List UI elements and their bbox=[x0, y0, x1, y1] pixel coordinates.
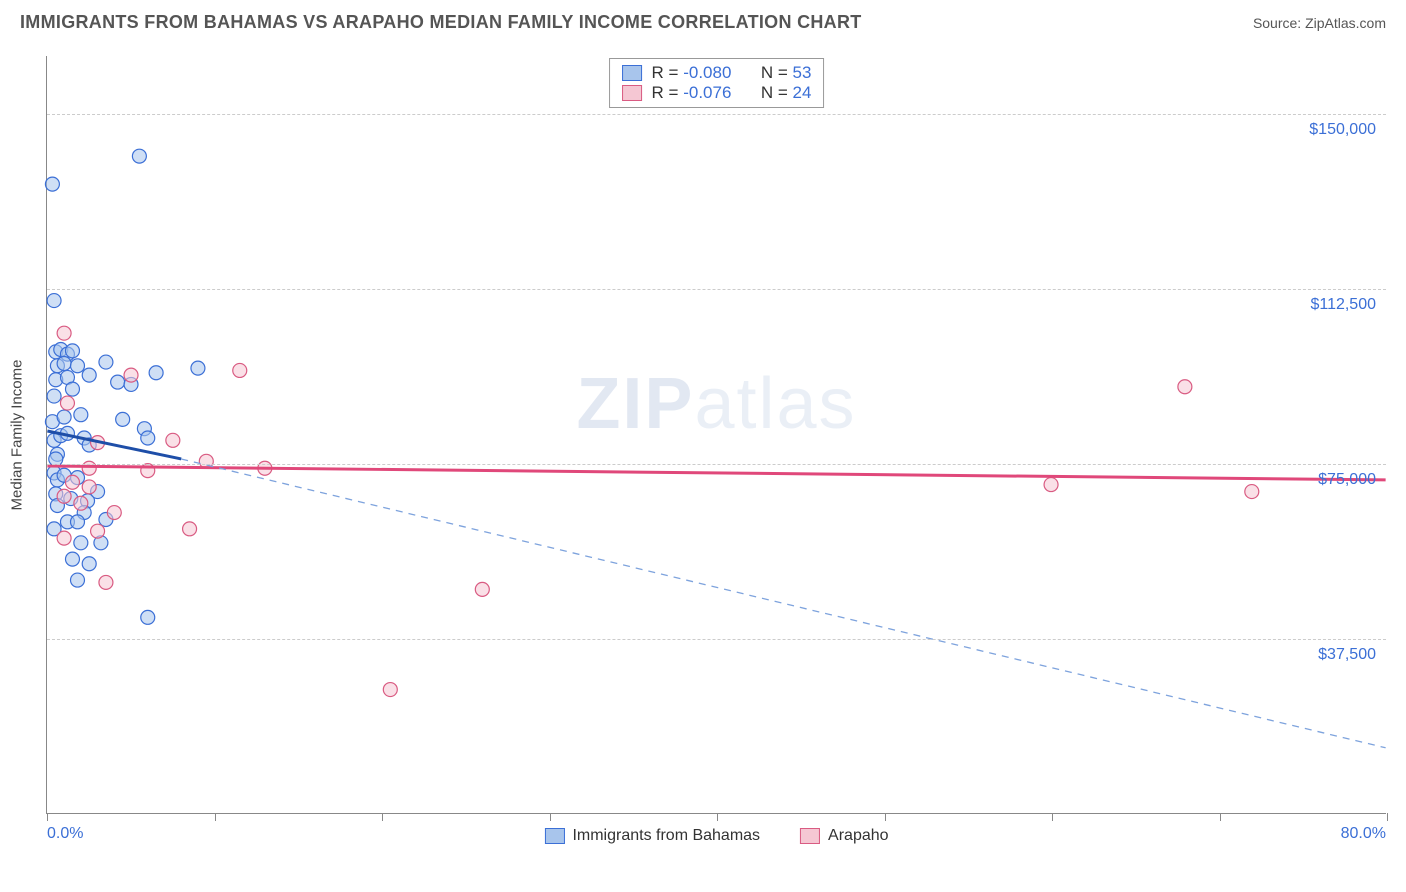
x-tick bbox=[215, 813, 216, 821]
series-name: Immigrants from Bahamas bbox=[572, 827, 760, 845]
series-legend-item: Arapaho bbox=[800, 827, 889, 845]
legend-swatch bbox=[800, 828, 820, 844]
correlation-legend: R = -0.080 N = 53R = -0.076 N = 24 bbox=[609, 58, 825, 108]
source-value: ZipAtlas.com bbox=[1305, 15, 1386, 31]
series-name: Arapaho bbox=[828, 827, 889, 845]
legend-swatch bbox=[622, 85, 642, 101]
gridline bbox=[47, 114, 1386, 115]
series-legend: Immigrants from Bahamas Arapaho bbox=[544, 827, 888, 845]
y-tick-label: $150,000 bbox=[1309, 121, 1376, 139]
gridline bbox=[47, 289, 1386, 290]
y-tick-label: $112,500 bbox=[1310, 296, 1376, 314]
x-tick bbox=[1387, 813, 1388, 821]
legend-row: R = -0.076 N = 24 bbox=[622, 83, 812, 103]
legend-swatch bbox=[622, 65, 642, 81]
y-tick-label: $37,500 bbox=[1318, 646, 1376, 664]
source: Source: ZipAtlas.com bbox=[1253, 15, 1386, 31]
x-tick bbox=[885, 813, 886, 821]
y-axis-label: Median Family Income bbox=[9, 359, 26, 510]
y-tick-label: $75,000 bbox=[1318, 471, 1376, 489]
x-tick bbox=[47, 813, 48, 821]
legend-row: R = -0.080 N = 53 bbox=[622, 63, 812, 83]
chart-title: IMMIGRANTS FROM BAHAMAS VS ARAPAHO MEDIA… bbox=[20, 12, 862, 33]
x-axis-max-label: 80.0% bbox=[1341, 825, 1386, 843]
x-tick bbox=[382, 813, 383, 821]
x-axis-min-label: 0.0% bbox=[47, 825, 83, 843]
x-tick bbox=[717, 813, 718, 821]
gridline bbox=[47, 464, 1386, 465]
gridline bbox=[47, 639, 1386, 640]
legend-n: N = 24 bbox=[761, 83, 812, 103]
x-tick bbox=[550, 813, 551, 821]
series-legend-item: Immigrants from Bahamas bbox=[544, 827, 760, 845]
header: IMMIGRANTS FROM BAHAMAS VS ARAPAHO MEDIA… bbox=[0, 0, 1406, 41]
scatter-plot bbox=[47, 56, 1386, 813]
legend-r: R = -0.080 bbox=[652, 63, 732, 83]
legend-r: R = -0.076 bbox=[652, 83, 732, 103]
x-tick bbox=[1220, 813, 1221, 821]
legend-n: N = 53 bbox=[761, 63, 812, 83]
source-label: Source: bbox=[1253, 15, 1305, 31]
legend-swatch bbox=[544, 828, 564, 844]
x-tick bbox=[1052, 813, 1053, 821]
chart-area: Median Family Income ZIPatlas R = -0.080… bbox=[46, 56, 1386, 814]
